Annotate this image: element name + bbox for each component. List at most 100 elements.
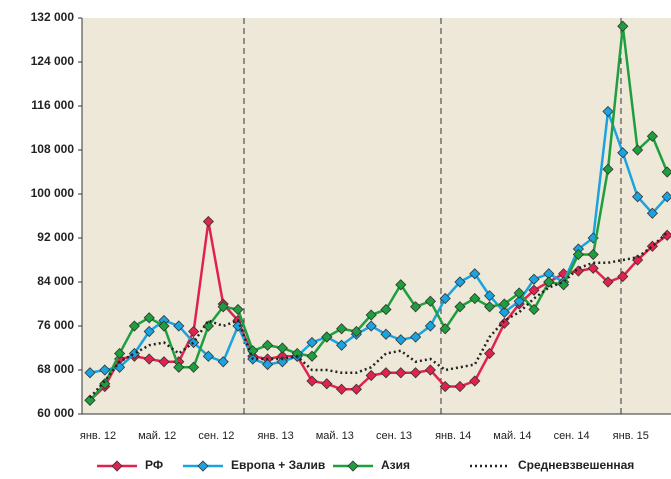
legend-label: Азия (381, 458, 410, 472)
legend-marker (197, 460, 209, 472)
point (173, 361, 185, 373)
point (602, 105, 614, 118)
point (410, 367, 422, 379)
point (365, 369, 377, 382)
point (587, 262, 599, 274)
point (424, 295, 436, 307)
point (380, 303, 392, 316)
point (350, 383, 362, 395)
point (646, 207, 658, 219)
legend-label: Европа + Залив (231, 458, 325, 472)
point (202, 215, 214, 228)
point (84, 367, 96, 379)
point (99, 378, 111, 390)
point (498, 298, 510, 310)
point (395, 367, 407, 379)
y-tick-label: 60 000 (37, 406, 74, 420)
legend-marker (111, 460, 123, 472)
point (528, 284, 540, 296)
point (513, 295, 525, 307)
x-tick-label: янв. 13 (257, 430, 293, 442)
point (454, 301, 466, 313)
legend-marker (347, 460, 359, 472)
point (617, 147, 629, 159)
point (217, 356, 229, 368)
point (336, 323, 348, 335)
point (321, 331, 333, 343)
point (232, 303, 244, 316)
y-tick-label: 116 000 (31, 98, 74, 112)
point (439, 380, 451, 393)
point (188, 361, 200, 373)
point (380, 367, 392, 379)
point (484, 301, 496, 313)
point (632, 144, 644, 156)
series-line (89, 111, 669, 374)
series-line (89, 26, 669, 402)
point (365, 309, 377, 321)
point (395, 279, 407, 291)
point (646, 130, 658, 142)
point (528, 273, 540, 285)
marks (84, 20, 671, 406)
point (291, 347, 303, 360)
point (158, 320, 170, 332)
year-dividers (243, 18, 622, 414)
point (410, 331, 422, 343)
x-tick-label: май. 14 (493, 430, 531, 442)
plot-area (82, 18, 671, 414)
point (484, 347, 496, 360)
legend: РФ Европа + Залив Азия Средневзвешенная (97, 458, 634, 472)
point (99, 364, 111, 376)
point (395, 334, 407, 346)
point (306, 350, 318, 362)
point (321, 378, 333, 390)
point (143, 312, 155, 324)
y-tick-label: 100 000 (31, 186, 75, 200)
point (513, 287, 525, 299)
point (617, 270, 629, 283)
point (84, 394, 96, 406)
point (484, 290, 496, 302)
point (454, 380, 466, 393)
point (528, 303, 540, 316)
point (276, 356, 288, 368)
point (336, 339, 348, 351)
point (424, 320, 436, 332)
point (262, 358, 274, 371)
point (602, 276, 614, 288)
point (410, 301, 422, 313)
point (454, 276, 466, 288)
point (469, 268, 481, 280)
point (173, 320, 185, 332)
y-tick-label: 92 000 (37, 230, 74, 244)
x-tick-label: май. 12 (138, 430, 176, 442)
legend-label: РФ (145, 458, 163, 472)
point (498, 306, 510, 318)
x-tick-label: янв. 14 (435, 430, 471, 442)
point (143, 325, 155, 338)
x-tick-label: сен. 12 (198, 430, 234, 442)
point (587, 248, 599, 261)
point (498, 317, 510, 329)
point (350, 325, 362, 338)
x-tick-label: сен. 14 (554, 430, 590, 442)
point (380, 328, 392, 340)
point (262, 339, 274, 351)
point (143, 353, 155, 365)
point (114, 347, 126, 360)
y-tick-label: 132 000 (31, 10, 75, 24)
point (202, 350, 214, 362)
point (469, 375, 481, 387)
point (543, 276, 555, 288)
point (365, 320, 377, 332)
y-tick-label: 76 000 (37, 318, 74, 332)
point (128, 320, 140, 332)
x-tick-label: май. 13 (316, 430, 354, 442)
point (158, 356, 170, 368)
y-tick-label: 108 000 (31, 142, 75, 156)
point (306, 375, 318, 387)
y-tick-label: 124 000 (31, 54, 75, 68)
y-tick-label: 68 000 (37, 362, 74, 376)
